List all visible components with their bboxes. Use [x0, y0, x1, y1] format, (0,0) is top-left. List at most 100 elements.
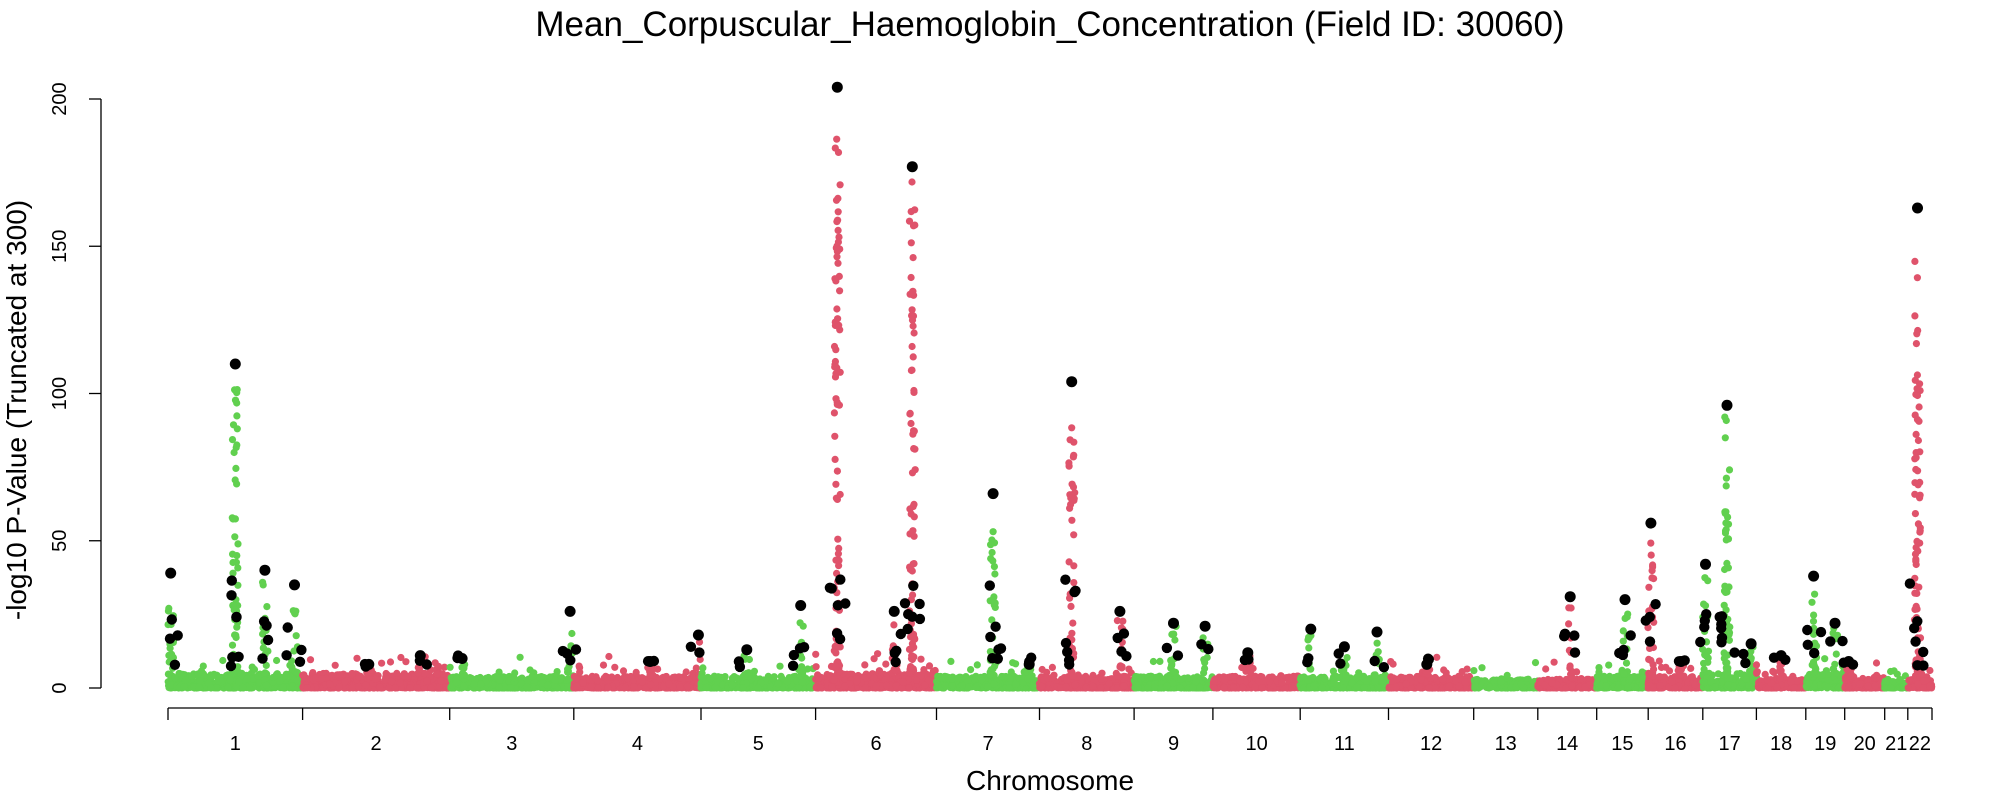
- lead-variant-chr1-2: [227, 652, 238, 663]
- point-chr2: [348, 670, 356, 678]
- point-chr13: [1497, 678, 1505, 686]
- peak-point-chr6-2: [910, 500, 918, 508]
- point-chr2: [376, 683, 384, 691]
- peak-point-chr6-2: [907, 510, 915, 518]
- point-chr6: [912, 676, 921, 685]
- peak-point-chr8-1: [1070, 495, 1078, 503]
- peak-point-chr6-2: [910, 386, 918, 395]
- peak-point-chr7-1: [987, 555, 995, 563]
- lead-variant-top-chr1-3: [259, 564, 271, 576]
- point-chr2: [303, 674, 311, 683]
- peak-point-chr8-1: [1069, 672, 1077, 680]
- point-chr6: [921, 681, 929, 690]
- lead-variant-top-chr6-1: [831, 81, 843, 93]
- point-chr7: [954, 674, 962, 682]
- peak-point-chr8-1: [1068, 516, 1076, 524]
- peak-point-chr6-2: [908, 664, 916, 672]
- point-chr5: [706, 674, 715, 683]
- peak-point-chr6-1: [834, 194, 842, 202]
- point-chr4: [604, 684, 612, 692]
- point-chr9: [1156, 657, 1164, 666]
- lead-variant-top-chr1-2: [229, 358, 241, 370]
- peak-point-chr6-2: [909, 312, 918, 320]
- point-chr9: [1132, 672, 1140, 681]
- lead-variant-chr5-2: [787, 660, 799, 671]
- peak-point-chr1-2: [233, 399, 241, 407]
- peak-point-chr1-2: [228, 514, 236, 522]
- peak-point-chr1-2: [232, 464, 240, 472]
- peak-point-chr8-1: [1070, 579, 1078, 587]
- point-chr2: [386, 658, 395, 666]
- peak-point-chr6-1: [834, 148, 843, 156]
- peak-point-chr1-4: [292, 607, 300, 615]
- lead-variant-chr1-3: [262, 634, 274, 646]
- point-chr4: [669, 673, 677, 682]
- peak-point-chr1-4: [293, 669, 301, 677]
- peak-point-chr7-1: [989, 596, 997, 604]
- point-chr5: [711, 683, 720, 691]
- point-chr3: [528, 673, 536, 681]
- peak-point-chr6-2: [908, 178, 916, 186]
- lead-variant-top-chr12-1: [1421, 658, 1433, 670]
- peak-point-chr6-2: [909, 430, 917, 438]
- point-chr8: [1038, 682, 1046, 690]
- point-chr11: [1330, 678, 1338, 686]
- point-chr3: [452, 679, 461, 687]
- peak-point-chr6-3: [891, 666, 899, 674]
- point-chr10: [1251, 683, 1259, 691]
- point-chr8: [1097, 675, 1106, 683]
- lead-variant-chr11-3: [1369, 655, 1380, 667]
- lead-variant-chr6-1: [824, 582, 836, 593]
- point-chr7: [990, 680, 998, 688]
- point-chr12: [1438, 675, 1447, 683]
- peak-point-chr6-2: [907, 419, 915, 428]
- lead-variant-chr11-2: [1335, 658, 1346, 669]
- point-chr2: [397, 653, 405, 662]
- point-chr2: [353, 654, 361, 662]
- point-chr2: [427, 684, 435, 692]
- point-chr3: [537, 673, 546, 681]
- point-chr2: [362, 681, 370, 689]
- point-chr12: [1389, 660, 1397, 668]
- point-chr10: [1236, 677, 1244, 685]
- lead-variant-top-chr8-2: [1114, 605, 1126, 617]
- lead-variant-chr8-2: [1116, 646, 1127, 657]
- lead-variant-chr1-2: [231, 611, 242, 623]
- lead-variant-chr11-1: [1302, 657, 1313, 668]
- peak-point-chr7-1: [987, 541, 995, 549]
- point-chr2: [435, 683, 443, 691]
- point-chr12: [1445, 682, 1453, 691]
- peak-point-chr7-1: [991, 570, 999, 578]
- point-chr4: [594, 684, 603, 692]
- point-chr5: [739, 684, 747, 692]
- peak-point-chr6-2: [908, 306, 916, 314]
- peak-point-chr11-1: [1305, 644, 1313, 652]
- point-chr3: [523, 683, 531, 691]
- point-chr8: [1120, 682, 1128, 690]
- point-chr3: [470, 680, 478, 689]
- peak-point-chr6-2: [909, 353, 917, 361]
- point-chr3: [551, 676, 559, 684]
- point-chr7: [972, 683, 980, 692]
- lead-variant-top-chr1-1: [165, 567, 177, 579]
- peak-point-chr6-2: [906, 290, 914, 298]
- point-chr1: [196, 677, 204, 685]
- point-chr1: [245, 684, 254, 692]
- peak-point-chr8-2: [1114, 672, 1122, 680]
- lead-variant-top-chr9-1: [1168, 617, 1179, 629]
- peak-point-chr11-1: [1305, 634, 1313, 642]
- point-chr1: [254, 672, 262, 680]
- peak-point-chr8-1: [1070, 451, 1078, 459]
- peak-point-chr6-1: [832, 395, 840, 403]
- point-chr1: [199, 662, 207, 670]
- peak-point-chr1-3: [259, 578, 267, 586]
- lead-variant-chr1-1: [166, 614, 177, 625]
- point-chr9: [1149, 657, 1157, 666]
- peak-point-chr6-2: [909, 254, 917, 262]
- point-chr4: [575, 662, 583, 670]
- peak-point-chr1-4: [292, 632, 300, 640]
- lead-variant-top-chr5-2: [795, 600, 807, 611]
- peak-point-chr1-3: [263, 603, 271, 611]
- point-chr2: [336, 671, 344, 679]
